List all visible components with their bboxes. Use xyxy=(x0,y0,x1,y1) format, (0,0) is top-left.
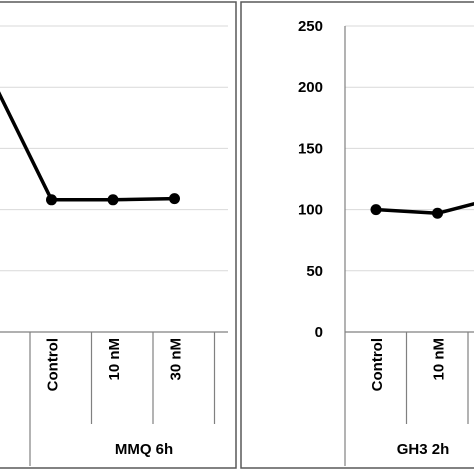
group-label: MMQ 6h xyxy=(115,441,173,458)
data-point xyxy=(46,194,57,206)
y-tick-label: 50 xyxy=(306,263,323,280)
series-line xyxy=(0,91,175,202)
y-tick-label: 150 xyxy=(298,140,323,157)
x-category-label: 10 nM xyxy=(106,338,123,381)
data-point xyxy=(370,204,382,216)
y-tick-label: 250 xyxy=(298,18,323,35)
x-category-label: 30 nM xyxy=(168,338,185,381)
panel-frame xyxy=(0,1,237,469)
series-line xyxy=(375,202,474,216)
x-category-label: Control xyxy=(369,338,386,391)
y-tick-label: 200 xyxy=(298,79,323,96)
group-label: GH3 2h xyxy=(397,441,450,458)
data-point xyxy=(169,193,180,205)
data-point xyxy=(432,207,443,219)
y-tick-label: 100 xyxy=(298,202,323,219)
x-category-label: 10 nM xyxy=(431,338,448,381)
panel-frame xyxy=(240,1,474,469)
x-category-label: Control xyxy=(45,338,62,391)
data-point xyxy=(107,194,119,206)
y-tick-label: 0 xyxy=(315,324,323,341)
